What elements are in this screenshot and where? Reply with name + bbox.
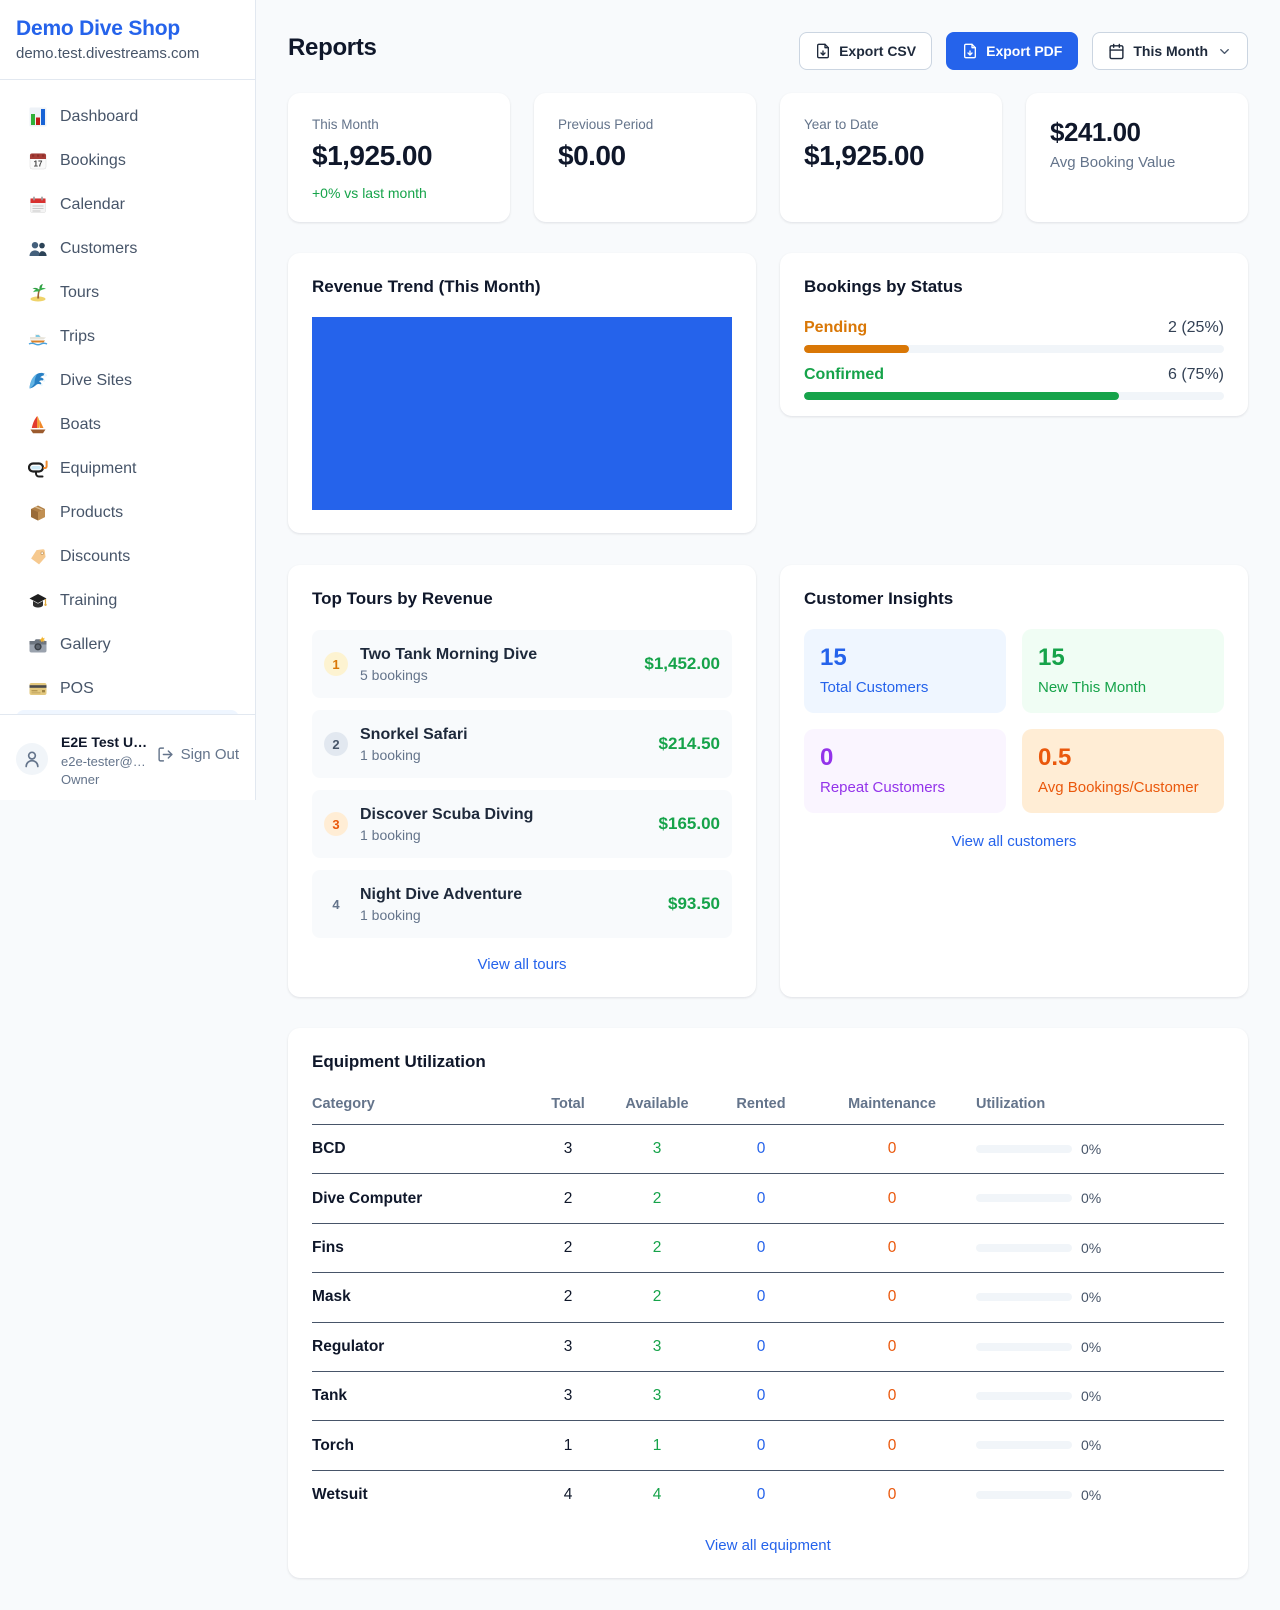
- svg-text:17: 17: [34, 160, 43, 169]
